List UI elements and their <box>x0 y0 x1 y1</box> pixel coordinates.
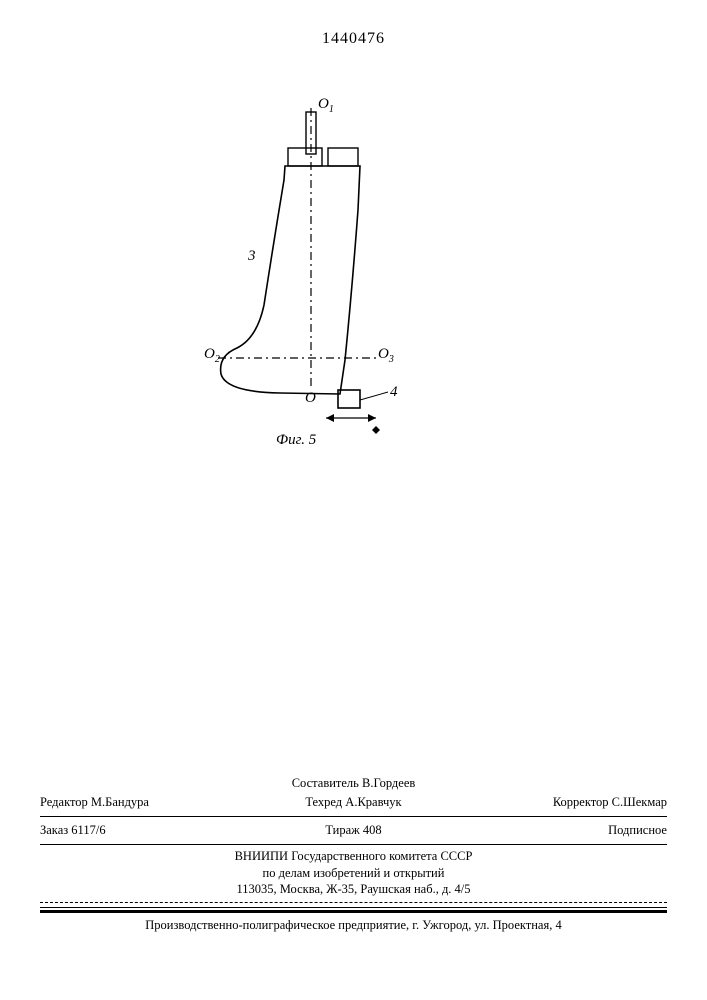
label-O3: O3 <box>378 346 394 365</box>
compiler-line: Составитель В.Гордеев <box>40 775 667 792</box>
org-line-2: по делам изобретений и открытий <box>40 865 667 882</box>
staff-row: Редактор М.Бандура Техред А.Кравчук Корр… <box>40 792 667 813</box>
printer-line: Производственно-полиграфическое предприя… <box>40 918 667 933</box>
patent-number: 1440476 <box>0 30 707 48</box>
label-O1: O1 <box>318 96 334 115</box>
boot-diagram <box>190 90 450 470</box>
org-line-1: ВНИИПИ Государственного комитета СССР <box>40 848 667 865</box>
ref-3: 3 <box>248 248 256 265</box>
figure-5: O1 O2 O3 О 3 4 Фиг. 5 <box>190 90 450 470</box>
imprint-row: Заказ 6117/6 Тираж 408 Подписное <box>40 820 667 841</box>
figure-caption: Фиг. 5 <box>276 432 316 449</box>
ref-4: 4 <box>390 384 398 401</box>
label-O: О <box>305 390 316 407</box>
credits-block: Составитель В.Гордеев Редактор М.Бандура… <box>40 775 667 913</box>
org-addr: 113035, Москва, Ж-35, Раушская наб., д. … <box>40 881 667 898</box>
label-O2: O2 <box>204 346 220 365</box>
